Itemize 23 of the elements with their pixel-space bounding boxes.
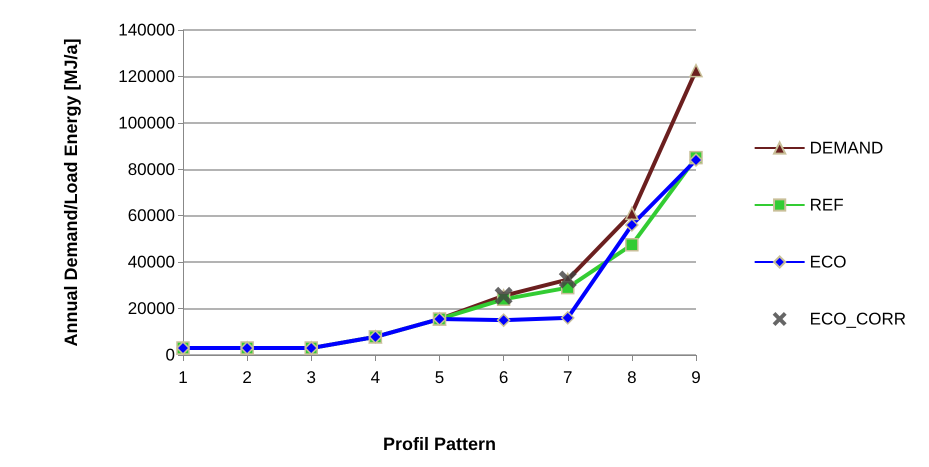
legend-label: ECO bbox=[810, 252, 846, 272]
x-tick-label: 6 bbox=[498, 368, 508, 387]
x-tick-label: 7 bbox=[563, 368, 572, 387]
x-axis-title: Profil Pattern bbox=[382, 434, 496, 454]
y-tick-label: 140000 bbox=[118, 20, 175, 40]
y-axis-title: Annual Demand/Load Energy [MJ/a] bbox=[61, 38, 81, 347]
y-tick-label: 60000 bbox=[128, 206, 175, 226]
legend-label: DEMAND bbox=[810, 138, 884, 158]
y-tick-label: 40000 bbox=[128, 252, 175, 272]
legend-label: REF bbox=[810, 196, 844, 214]
y-tick-label: 0 bbox=[166, 346, 175, 364]
legend-label: ECO_CORR bbox=[810, 310, 906, 328]
x-tick-label: 9 bbox=[691, 368, 701, 387]
x-tick-label: 5 bbox=[434, 368, 444, 387]
x-tick-label: 3 bbox=[306, 368, 316, 387]
x-tick-label: 2 bbox=[242, 368, 252, 387]
y-tick-label: 120000 bbox=[118, 66, 175, 86]
x-tick-label: 4 bbox=[370, 368, 380, 387]
y-tick-label: 20000 bbox=[128, 299, 175, 318]
y-tick-label: 100000 bbox=[118, 113, 175, 132]
x-tick-label: 8 bbox=[627, 368, 637, 387]
y-tick-label: 80000 bbox=[128, 160, 175, 179]
x-tick-label: 1 bbox=[178, 368, 188, 387]
